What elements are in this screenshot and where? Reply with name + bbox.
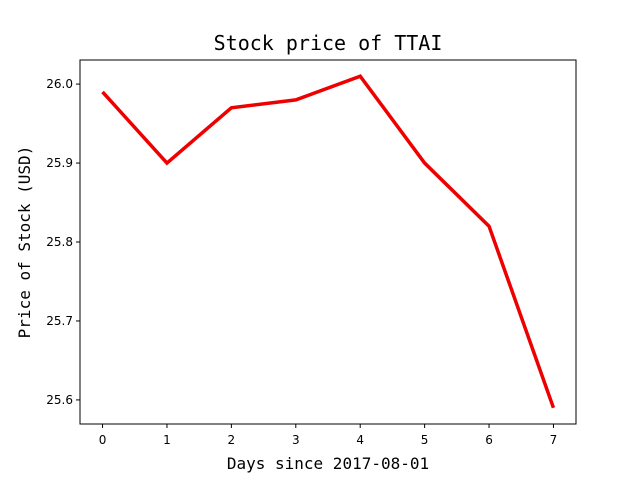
y-tick-label: 25.9 xyxy=(46,156,73,170)
y-tick-label: 25.6 xyxy=(46,393,73,407)
y-axis-label: Price of Stock (USD) xyxy=(15,146,34,339)
x-tick-label: 4 xyxy=(356,433,364,447)
chart-title: Stock price of TTAI xyxy=(214,31,443,55)
y-tick-label: 26.0 xyxy=(46,77,73,91)
x-tick-label: 1 xyxy=(163,433,171,447)
y-tick-label: 25.8 xyxy=(46,235,73,249)
x-tick-label: 3 xyxy=(292,433,300,447)
x-axis-label: Days since 2017-08-01 xyxy=(227,454,429,473)
plot-area-frame xyxy=(79,59,577,425)
x-axis-ticks: 0 1 2 3 4 5 6 7 xyxy=(99,424,558,447)
series-layer xyxy=(101,74,556,409)
y-tick-label: 25.7 xyxy=(46,314,73,328)
x-tick-label: 0 xyxy=(99,433,107,447)
y-axis-ticks: 25.6 25.7 25.8 25.9 26.0 xyxy=(46,77,80,407)
series-line xyxy=(101,74,556,409)
x-tick-label: 5 xyxy=(421,433,429,447)
x-tick-label: 6 xyxy=(485,433,493,447)
x-tick-label: 7 xyxy=(550,433,558,447)
x-tick-label: 2 xyxy=(228,433,236,447)
